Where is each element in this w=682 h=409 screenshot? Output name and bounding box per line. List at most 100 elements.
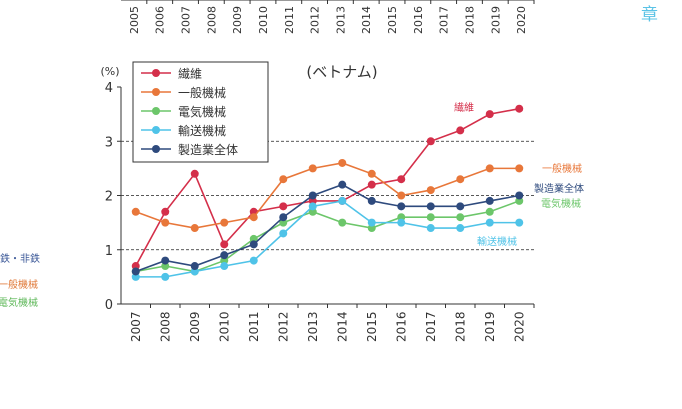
legend-label: 電気機械 <box>178 104 226 119</box>
legend-swatch-dot <box>152 88 160 96</box>
data-point <box>249 240 258 249</box>
data-point <box>515 104 524 113</box>
end-label: 製造業全体 <box>534 182 584 195</box>
data-point <box>190 169 199 178</box>
legend-label: 輸送機械 <box>178 123 226 138</box>
data-point <box>338 158 347 167</box>
y-tick-label: 3 <box>105 135 113 150</box>
data-point <box>426 186 435 195</box>
previous-axis-year-label: 2008 <box>205 6 218 34</box>
data-point <box>279 229 288 238</box>
series-line <box>135 200 520 273</box>
data-point <box>485 196 494 205</box>
series-4 <box>131 196 524 281</box>
data-point <box>279 175 288 184</box>
x-tick-label: 2015 <box>365 311 379 342</box>
data-point <box>338 218 347 227</box>
previous-axis-year-label: 2014 <box>360 6 373 34</box>
legend-label: 製造業全体 <box>178 142 238 157</box>
data-point <box>485 110 494 119</box>
gridlines <box>121 140 534 251</box>
previous-axis-year-label: 2011 <box>283 6 296 34</box>
previous-axis-year-label: 2013 <box>334 6 347 34</box>
end-label: 輸送機械 <box>477 235 517 248</box>
data-point <box>249 213 258 222</box>
data-point <box>308 191 317 200</box>
data-point <box>426 202 435 211</box>
x-tick-label: 2016 <box>394 311 408 342</box>
chapter-marker: 章 <box>641 5 658 25</box>
cut-label-electrical-machinery: 電気機械 <box>0 298 38 309</box>
y-tick-label: 2 <box>105 190 113 205</box>
data-point <box>220 240 229 249</box>
data-point <box>308 164 317 173</box>
data-point <box>456 213 465 222</box>
data-point <box>456 202 465 211</box>
legend-swatch-dot <box>152 145 160 153</box>
data-point <box>367 196 376 205</box>
data-point <box>397 202 406 211</box>
legend-label: 一般機械 <box>178 85 226 100</box>
series-3 <box>131 196 524 276</box>
series-line <box>135 183 520 273</box>
data-point <box>161 218 170 227</box>
data-point <box>426 137 435 146</box>
data-point <box>161 207 170 216</box>
data-point <box>397 218 406 227</box>
x-tick-label: 2020 <box>512 311 526 342</box>
data-point <box>456 224 465 233</box>
x-tick-label: 2007 <box>129 311 143 342</box>
previous-axis-year-label: 2010 <box>257 6 270 34</box>
data-point <box>161 272 170 281</box>
data-point <box>338 180 347 189</box>
data-point <box>397 175 406 184</box>
data-point <box>515 218 524 227</box>
data-point <box>220 262 229 271</box>
x-tick-label: 2009 <box>188 311 202 342</box>
end-label: 電気機械 <box>541 197 581 210</box>
y-tick-label: 4 <box>105 81 113 96</box>
previous-axis-year-label: 2005 <box>128 6 141 34</box>
data-point <box>190 262 199 271</box>
data-point <box>190 224 199 233</box>
end-label: 一般機械 <box>542 162 582 175</box>
data-point <box>367 180 376 189</box>
data-point <box>279 202 288 211</box>
data-point <box>367 218 376 227</box>
data-point <box>249 256 258 265</box>
x-tick-label: 2014 <box>335 311 349 342</box>
y-axis-unit: (%) <box>100 65 119 78</box>
data-point <box>515 164 524 173</box>
legend-swatch-dot <box>152 69 160 77</box>
data-point <box>426 224 435 233</box>
data-point <box>515 191 524 200</box>
axes: 0 1 2 3 4 2007 2008 2009 2010 2011 2012 2013 2014 201… <box>105 81 535 342</box>
x-tick-label: 2012 <box>276 311 290 342</box>
series-2 <box>131 158 524 233</box>
cut-label-iron: 鉄・非鉄 <box>0 254 40 265</box>
previous-axis-year-label: 2019 <box>489 6 502 34</box>
data-point <box>131 267 140 276</box>
data-point <box>456 175 465 184</box>
data-point <box>279 213 288 222</box>
end-label: 繊維 <box>454 101 474 114</box>
cut-label-general-machinery: 一般機械 <box>0 280 38 291</box>
legend-swatch-dot <box>152 126 160 134</box>
y-tick-label: 1 <box>105 244 113 259</box>
previous-chart-year-axis: 2005 2006 2007 2008 2009 2010 2011 2012 2013 2014… <box>121 0 535 34</box>
data-point <box>220 218 229 227</box>
data-point <box>220 251 229 260</box>
series-5 <box>131 180 524 276</box>
previous-axis-year-label: 2015 <box>386 6 399 34</box>
previous-axis-year-label: 2007 <box>180 6 193 34</box>
chart-title: (ベトナム) <box>306 63 377 81</box>
previous-axis-year-label: 2016 <box>412 6 425 34</box>
series-layer <box>131 104 524 281</box>
previous-axis-year-label: 2017 <box>438 6 451 34</box>
data-point <box>485 207 494 216</box>
x-tick-label: 2019 <box>483 311 497 342</box>
previous-axis-year-label: 2009 <box>231 6 244 34</box>
